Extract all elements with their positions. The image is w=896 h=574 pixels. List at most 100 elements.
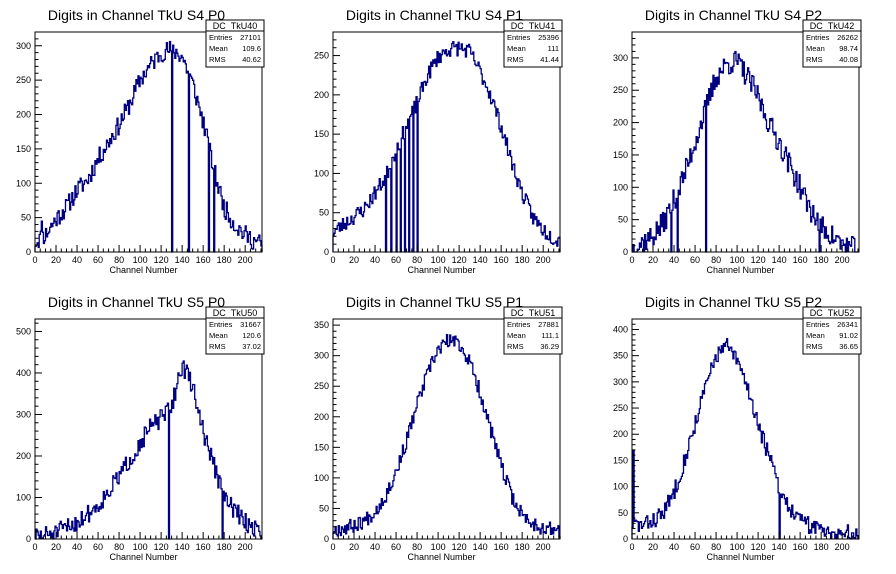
stats-label-entries: Entries [507,33,531,42]
x-tick-label: 20 [349,542,359,552]
y-tick-label: 0 [26,534,31,544]
stats-box-frame [802,19,862,68]
y-tick-label: 300 [16,41,31,51]
histogram-panel: Digits in Channel TkU S5 P2 0 20 40 60 80 100 1… [613,294,862,562]
stats-name: DC_TkU52 [810,308,855,318]
stats-label-entries: Entries [209,320,233,329]
x-tick-label: 180 [515,542,530,552]
stats-label-rms: RMS [806,55,823,64]
x-tick-label: 180 [814,542,829,552]
y-tick-label: 100 [16,178,31,188]
y-tick-label: 200 [314,90,329,100]
chart-title: Digits in Channel TkU S4 P1 [346,7,523,23]
histogram-panel: Digits in Channel TkU S4 P0 0 20 40 60 80 100 1… [16,7,265,275]
y-tick-label: 250 [314,381,329,391]
stats-value-entries: 31667 [240,320,261,329]
x-tick-label: 200 [835,542,850,552]
stats-value-mean: 111.1 [541,331,559,340]
x-axis-title: Channel Number [706,552,774,562]
stats-name: DC_TkU41 [511,21,556,31]
x-tick-label: 140 [772,255,787,265]
y-tick-label: 250 [613,403,628,413]
stats-label-rms: RMS [507,342,524,351]
histogram-series [332,41,561,253]
stats-value-rms: 40.62 [242,55,261,64]
x-tick-label: 160 [196,255,211,265]
x-tick-label: 80 [412,255,422,265]
x-tick-label: 20 [648,255,658,265]
x-tick-label: 40 [669,255,679,265]
stats-value-rms: 36.65 [839,342,858,351]
y-tick-label: 50 [319,503,329,513]
x-tick-label: 0 [32,255,37,265]
x-tick-label: 80 [711,542,721,552]
y-tick-label: 300 [613,377,628,387]
stats-box-frame [205,19,265,68]
x-axis-title: Channel Number [109,552,177,562]
chart-title: Digits in Channel TkU S5 P2 [645,294,822,310]
x-tick-label: 200 [238,542,253,552]
stats-box-frame [205,306,265,355]
x-tick-label: 60 [391,255,401,265]
stats-label-rms: RMS [209,55,226,64]
x-axis-title: Channel Number [407,265,475,275]
chart-title: Digits in Channel TkU S5 P1 [346,294,523,310]
x-tick-label: 80 [114,255,124,265]
x-tick-label: 140 [175,542,190,552]
y-tick-label: 300 [314,351,329,361]
stats-label-mean: Mean [507,331,526,340]
y-tick-label: 150 [16,144,31,154]
x-tick-label: 120 [452,542,467,552]
stats-name: DC_TkU42 [810,21,855,31]
y-tick-label: 200 [314,412,329,422]
histogram-panel: Digits in Channel TkU S5 P0 0 20 40 60 80 100 1… [16,294,265,562]
x-axis-title: Channel Number [407,552,475,562]
x-tick-label: 80 [114,542,124,552]
y-tick-label: 400 [613,324,628,334]
histogram-panel: Digits in Channel TkU S5 P1 0 20 40 60 80 100 1… [314,294,563,562]
histogram-series [35,360,262,540]
histogram-panel: Digits in Channel TkU S4 P2 0 20 40 60 80 100 1… [613,7,862,275]
stats-label-rms: RMS [507,55,524,64]
stats-value-entries: 27101 [240,33,261,42]
x-tick-label: 200 [536,542,551,552]
x-tick-label: 40 [669,542,679,552]
stats-label-mean: Mean [209,44,228,53]
stats-label-rms: RMS [806,342,823,351]
y-tick-label: 0 [324,247,329,257]
x-tick-label: 100 [730,542,745,552]
x-tick-label: 100 [133,255,148,265]
stats-label-entries: Entries [806,320,830,329]
x-tick-label: 20 [349,255,359,265]
y-tick-label: 0 [623,534,628,544]
stats-value-mean: 91.02 [839,331,858,340]
stats-value-entries: 25396 [538,33,559,42]
stats-value-rms: 40.08 [839,55,858,64]
stats-box: DC_TkU41 Entries 25396 Mean 111 RMS 41.44 [503,19,563,68]
x-tick-label: 40 [370,542,380,552]
y-tick-label: 400 [16,368,31,378]
x-tick-label: 40 [72,542,82,552]
chart-title: Digits in Channel TkU S5 P0 [48,294,225,310]
x-tick-label: 0 [330,542,335,552]
x-tick-label: 160 [793,542,808,552]
x-axis-title: Channel Number [109,265,177,275]
y-tick-label: 200 [16,451,31,461]
x-tick-label: 40 [370,255,380,265]
x-tick-label: 20 [648,542,658,552]
stats-label-mean: Mean [806,44,825,53]
stats-box-frame [802,306,862,355]
stats-name: DC_TkU51 [511,308,556,318]
x-tick-label: 180 [217,542,232,552]
histogram-panel: Digits in Channel TkU S4 P1 0 20 40 60 80 100 1… [314,7,563,275]
x-tick-label: 20 [51,542,61,552]
stats-label-entries: Entries [507,320,531,329]
y-tick-label: 50 [319,208,329,218]
stats-label-entries: Entries [806,33,830,42]
x-tick-label: 160 [494,255,509,265]
x-tick-label: 140 [473,542,488,552]
stats-value-mean: 120.6 [242,331,261,340]
stats-box: DC_TkU50 Entries 31667 Mean 120.6 RMS 37.02 [205,306,265,355]
y-tick-label: 150 [613,150,628,160]
x-tick-label: 0 [629,255,634,265]
